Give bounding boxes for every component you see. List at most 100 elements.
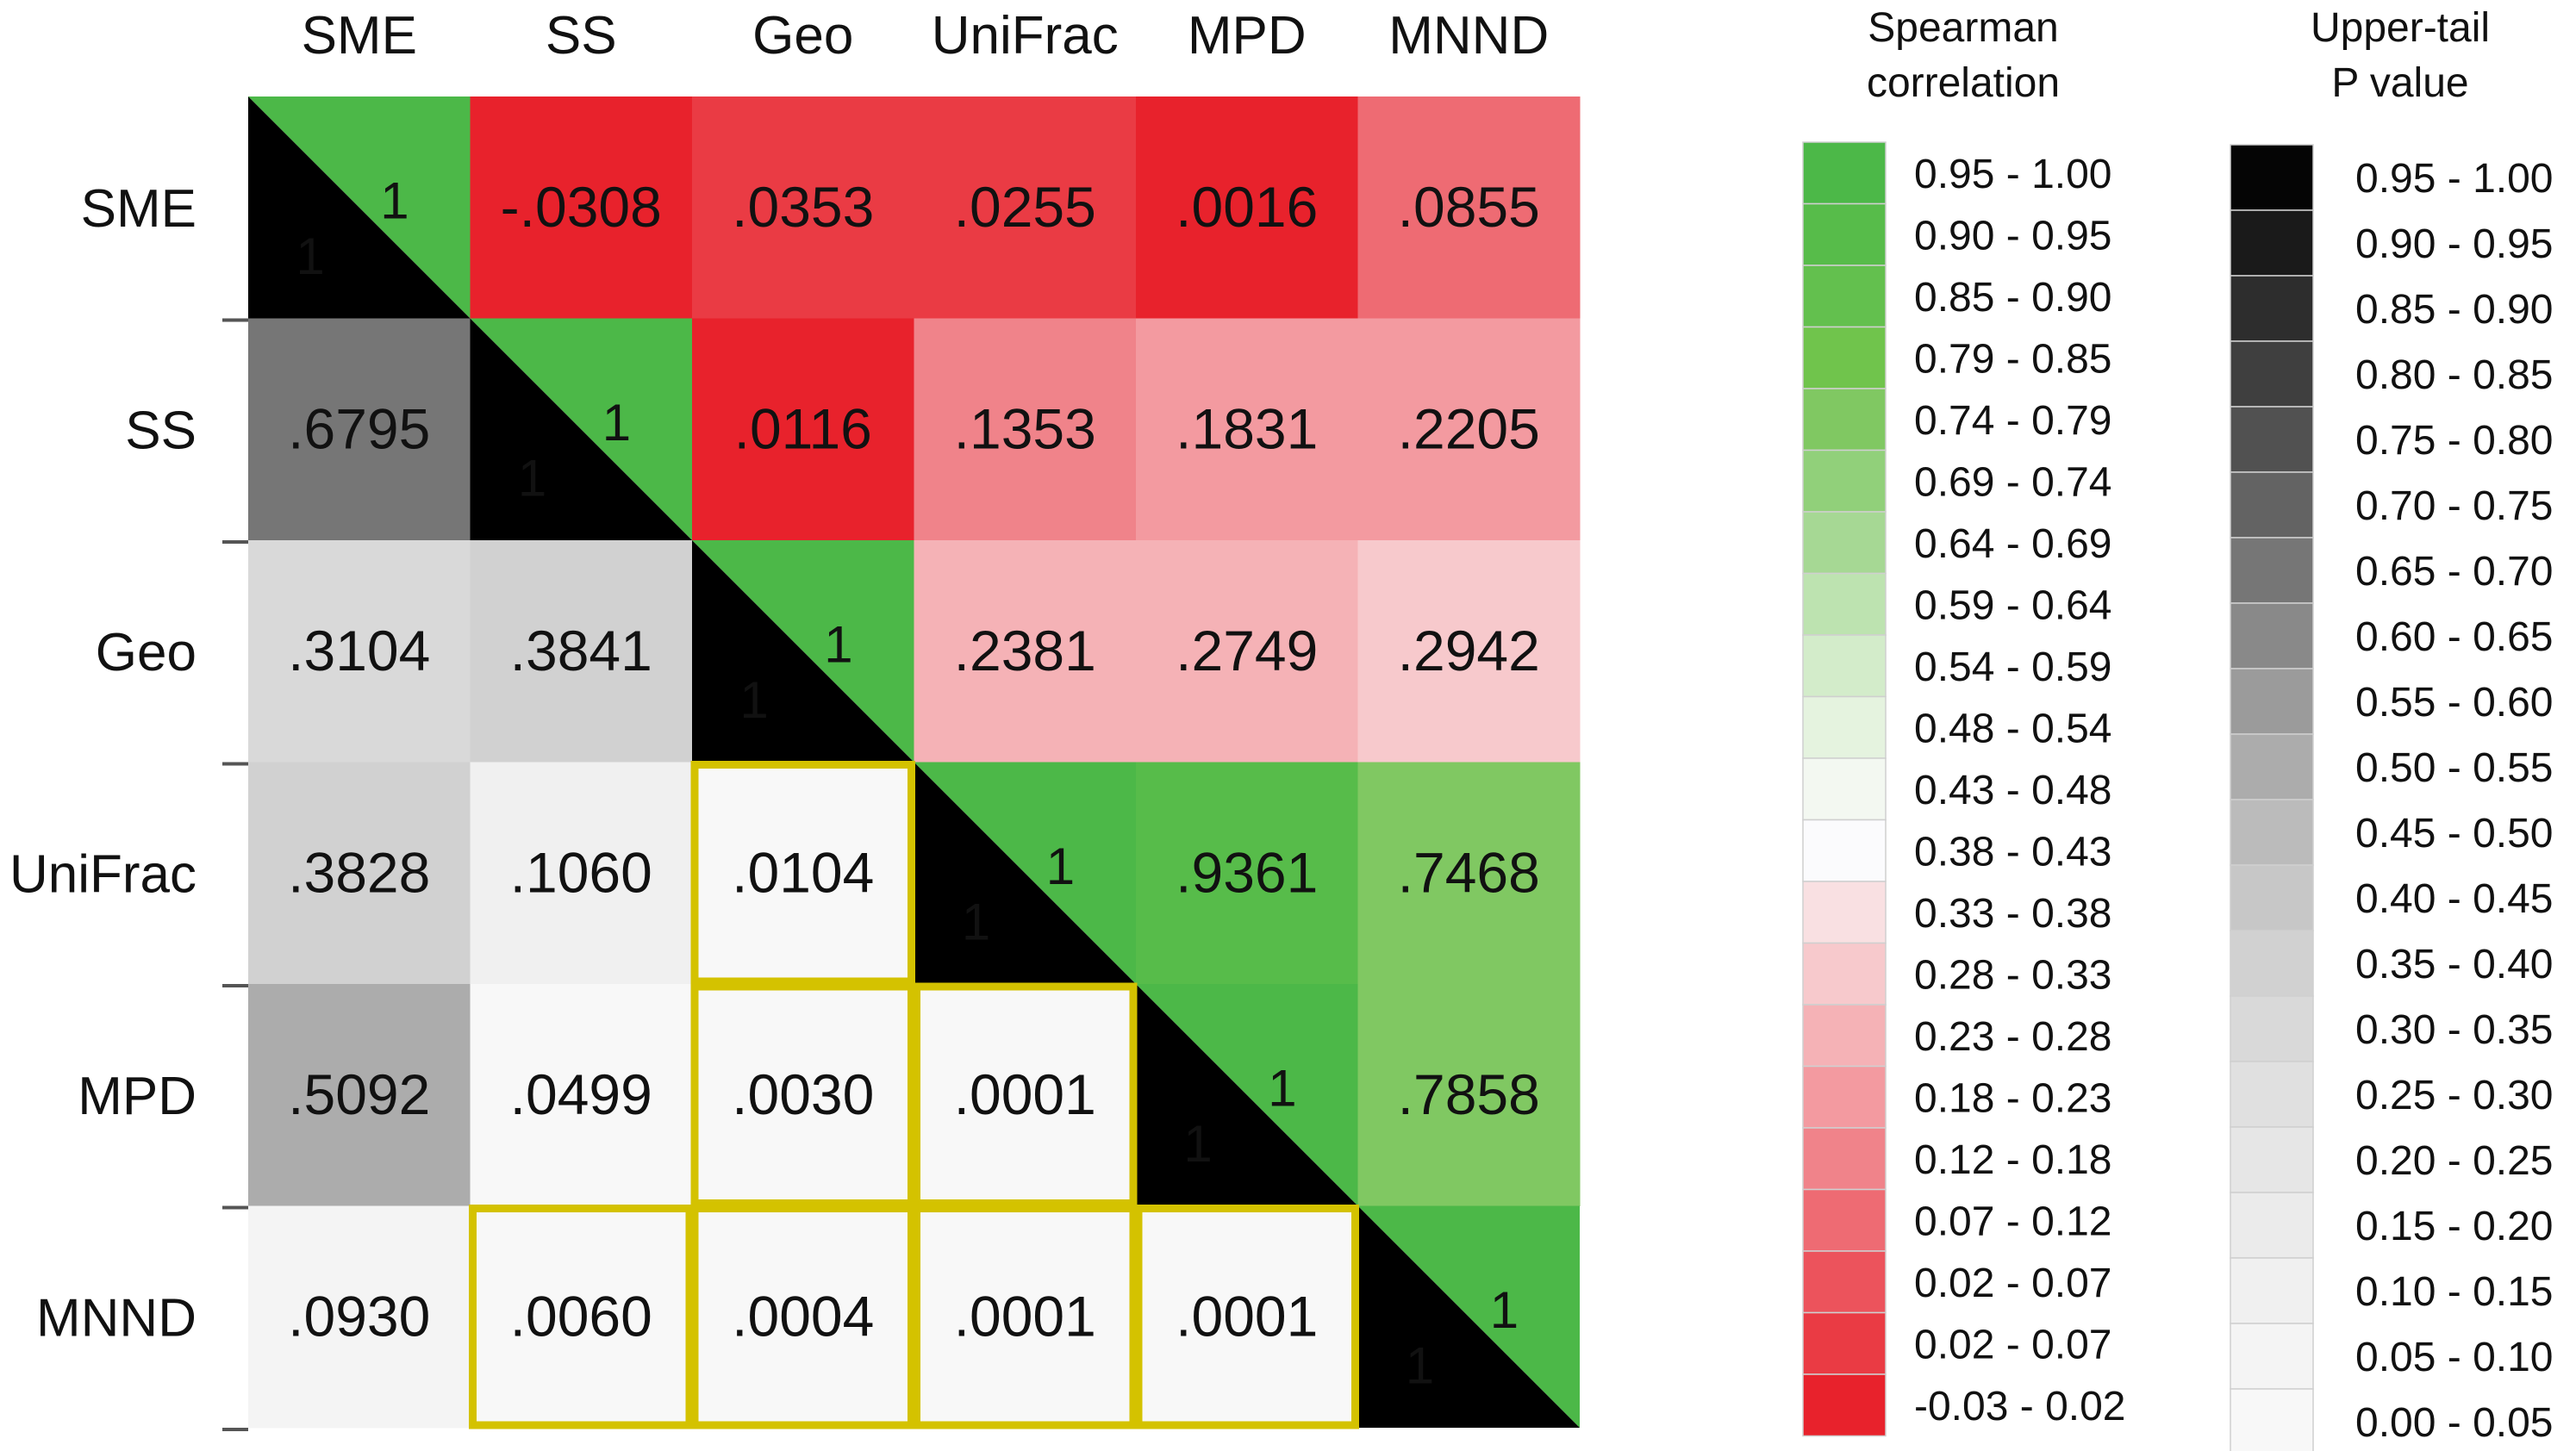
pvalue-legend-swatch [2230, 471, 2314, 539]
correlation-cell [1136, 318, 1358, 541]
row-label: MNND [36, 1288, 196, 1348]
pvalue-legend-entry-label: 0.60 - 0.65 [2355, 614, 2554, 660]
pvalue-cell [1136, 1205, 1358, 1429]
row-label: SME [81, 179, 196, 239]
pvalue-legend-entry-label: 0.50 - 0.55 [2355, 745, 2554, 791]
correlation-value: .0016 [1176, 175, 1318, 239]
pvalue-legend-entry-label: 0.85 - 0.90 [2355, 287, 2554, 333]
pvalue-cell [248, 540, 471, 763]
pvalue-legend-entry-label: 0.25 - 0.30 [2355, 1073, 2554, 1118]
diagonal-cell-lower [470, 318, 692, 540]
pvalue-cell [470, 762, 693, 985]
pvalue-value: .0004 [732, 1284, 874, 1348]
pvalue-cell [914, 1205, 1137, 1429]
highlight-outline [913, 1205, 1138, 1429]
pvalue-value: .0104 [732, 840, 874, 904]
pvalue-legend-title-line2: P value [2331, 60, 2468, 106]
correlation-legend-entry-label: 0.18 - 0.23 [1914, 1075, 2112, 1121]
pvalue-legend-entry-label: 0.90 - 0.95 [2355, 221, 2554, 267]
pvalue-legend-swatch [2230, 209, 2314, 277]
correlation-value: -.0308 [501, 175, 662, 239]
correlation-legend-entry-label: 0.85 - 0.90 [1914, 275, 2112, 321]
column-label: MPD [1188, 6, 1307, 65]
correlation-value: .9361 [1176, 840, 1318, 904]
pvalue-value: .3828 [288, 840, 430, 904]
row-label: MPD [78, 1067, 196, 1126]
correlation-legend-entry-label: 0.02 - 0.07 [1914, 1261, 2112, 1306]
correlation-value: .1353 [954, 396, 1096, 460]
correlation-legend-swatch [1802, 1004, 1887, 1068]
correlation-cell [1357, 984, 1581, 1206]
pvalue-cell [248, 1205, 471, 1429]
diagonal-label-upper: 1 [1490, 1281, 1519, 1339]
correlation-legend-entry-label: 0.59 - 0.64 [1914, 582, 2112, 628]
pvalue-legend-entry-label: 0.40 - 0.45 [2355, 876, 2554, 922]
correlation-legend-entry-label: 0.74 - 0.79 [1914, 398, 2112, 444]
highlight-outline [469, 1205, 694, 1429]
pvalue-legend-swatch [2230, 930, 2314, 997]
correlation-legend-entry-label: 0.33 - 0.38 [1914, 891, 2112, 937]
pvalue-legend-entry-label: 0.80 - 0.85 [2355, 352, 2554, 398]
correlation-legend-entry-label: 0.64 - 0.69 [1914, 521, 2112, 567]
pvalue-cell [692, 762, 914, 985]
correlation-legend-entry-label: 0.43 - 0.48 [1914, 768, 2112, 813]
correlation-cell [692, 97, 914, 319]
correlation-legend-swatch [1802, 141, 1887, 205]
row-label: SS [125, 401, 196, 460]
pvalue-legend-entry-label: 0.20 - 0.25 [2355, 1138, 2554, 1184]
correlation-legend-swatch [1802, 265, 1887, 328]
correlation-cell [1357, 762, 1581, 985]
correlation-cell [914, 318, 1137, 541]
correlation-legend-swatch [1802, 634, 1887, 698]
correlation-value: .1831 [1176, 396, 1318, 460]
correlation-legend-entry-label: 0.23 - 0.28 [1914, 1014, 2112, 1060]
correlation-cell [914, 97, 1137, 319]
correlation-value: .2749 [1176, 619, 1318, 682]
correlation-value: .0855 [1398, 175, 1540, 239]
pvalue-legend-swatch [2230, 1192, 2314, 1259]
pvalue-legend-entry-label: 0.05 - 0.10 [2355, 1335, 2554, 1380]
correlation-value: .7468 [1398, 840, 1540, 904]
diagonal-label-lower: 1 [1406, 1337, 1434, 1395]
highlight-outline [1134, 1205, 1359, 1429]
diagonal-label-upper: 1 [1268, 1060, 1296, 1118]
pvalue-legend-swatch [2230, 340, 2314, 408]
pvalue-value: .0001 [954, 1062, 1096, 1126]
pvalue-cell [470, 984, 693, 1206]
correlation-legend-entry-label: 0.12 - 0.18 [1914, 1137, 2112, 1183]
pvalue-value: .0001 [1176, 1284, 1318, 1348]
highlight-outline [913, 982, 1138, 1207]
pvalue-legend-swatch [2230, 1257, 2314, 1324]
pvalue-value: .0930 [288, 1284, 430, 1348]
correlation-legend-entry-label: -0.03 - 0.02 [1914, 1384, 2125, 1429]
correlation-cell [1357, 540, 1581, 763]
pvalue-legend-entry-label: 0.15 - 0.20 [2355, 1204, 2554, 1249]
correlation-legend-swatch [1802, 695, 1887, 759]
column-label: SS [546, 6, 617, 65]
pvalue-value: .0001 [954, 1284, 1096, 1348]
correlation-legend-swatch [1802, 511, 1887, 575]
correlation-legend-swatch [1802, 1373, 1887, 1437]
correlation-legend-entry-label: 0.38 - 0.43 [1914, 829, 2112, 875]
pvalue-cell [248, 984, 471, 1206]
correlation-legend-entry-label: 0.07 - 0.12 [1914, 1199, 2112, 1244]
pvalue-legend-entry-label: 0.35 - 0.40 [2355, 942, 2554, 987]
pvalue-legend-swatch [2230, 275, 2314, 342]
diagonal-label-upper: 1 [1046, 838, 1075, 895]
pvalue-legend-entry-label: 0.30 - 0.35 [2355, 1007, 2554, 1053]
correlation-legend-swatch [1802, 819, 1887, 882]
correlation-value: .0116 [734, 396, 872, 460]
correlation-legend-entry-label: 0.79 - 0.85 [1914, 336, 2112, 382]
pvalue-value: .3841 [510, 619, 652, 682]
correlation-legend-entry-label: 0.95 - 1.00 [1914, 152, 2112, 197]
pvalue-value: .5092 [288, 1062, 430, 1126]
correlation-legend-entry-label: 0.69 - 0.74 [1914, 459, 2112, 505]
correlation-legend-swatch [1802, 1188, 1887, 1252]
correlation-cell [470, 97, 693, 319]
correlation-cell [692, 318, 914, 541]
row-label: Geo [96, 623, 196, 682]
diagonal-cell-lower [248, 97, 471, 319]
pvalue-legend: Upper-tail P value 0.95 - 1.00 0.90 - 0.95 0… [2230, 5, 2554, 1451]
correlation-legend-title-line2: correlation [1867, 60, 2060, 106]
diagonal-label-upper: 1 [602, 394, 631, 451]
